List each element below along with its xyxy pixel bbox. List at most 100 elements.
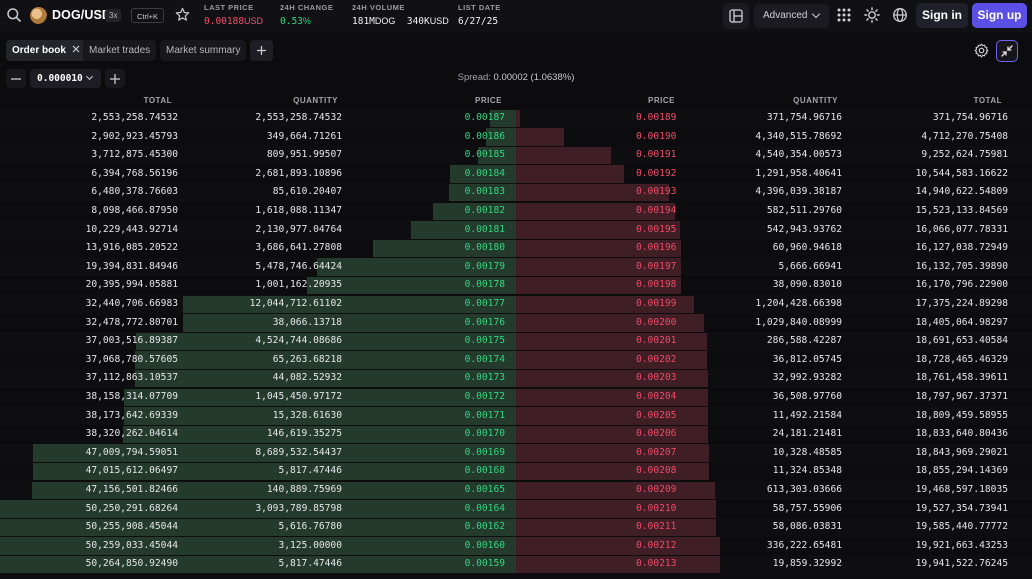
- bid-depth-bar: [489, 109, 516, 128]
- bid-price-cell: 0.00184: [464, 167, 505, 179]
- pair-name[interactable]: DOG/USD: [52, 8, 112, 22]
- settings-icon[interactable]: [974, 43, 989, 58]
- order-book-row[interactable]: 32,478,772.80701 38,066.13718 0.00176 0.002…: [0, 314, 1032, 333]
- close-icon[interactable]: [72, 45, 80, 53]
- ask-quantity-cell: 36,812.05745: [772, 353, 842, 365]
- order-book-row[interactable]: 38,320,262.04614 146,619.35275 0.00170 0.00…: [0, 425, 1032, 444]
- order-book-row[interactable]: 47,015,612.06497 5,817.47446 0.00168 0.0020…: [0, 462, 1032, 481]
- ask-price-cell: 0.00209: [636, 484, 677, 495]
- ask-depth-bar: [516, 407, 709, 425]
- bid-total-cell: 20,395,994.05881: [85, 279, 178, 291]
- bid-price-cell: 0.00174: [464, 353, 505, 365]
- bid-total-cell: 32,440,706.66983: [85, 298, 178, 309]
- bid-total-cell: 47,015,612.06497: [85, 465, 178, 477]
- search-icon[interactable]: [6, 7, 22, 23]
- grid-icon[interactable]: [836, 7, 852, 23]
- star-icon[interactable]: [175, 7, 190, 22]
- order-book-row[interactable]: 20,395,994.05881 1,001,162.20935 0.00178 0.…: [0, 276, 1032, 295]
- bid-total-cell: 50,255,908.45044: [85, 521, 178, 533]
- order-book-row[interactable]: 13,916,085.20522 3,686,641.27808 0.00180 0.…: [0, 239, 1032, 258]
- change-value: 0.53%: [280, 16, 333, 27]
- grouping-select[interactable]: 0.000010: [30, 69, 101, 88]
- bid-price-cell: 0.00185: [464, 149, 505, 161]
- tab-market-summary[interactable]: Market summary: [160, 40, 247, 61]
- bid-depth-bar: [477, 146, 516, 165]
- ask-depth-bar: [516, 128, 565, 146]
- stat-24h-change: 24H CHANGE 0.53%: [280, 3, 333, 27]
- ask-depth-bar: [516, 369, 708, 388]
- layout-button[interactable]: [723, 3, 749, 29]
- order-book-row[interactable]: 47,009,794.59051 8,689,532.54437 0.00169 0.…: [0, 444, 1032, 463]
- bid-price-cell: 0.00165: [464, 484, 505, 495]
- ask-total-cell: 4,712,270.75408: [921, 130, 1008, 142]
- ask-price-cell: 0.00204: [636, 391, 677, 402]
- ask-total-cell: 16,066,077.78331: [915, 223, 1008, 235]
- bid-price-cell: 0.00177: [464, 298, 505, 309]
- ask-quantity-cell: 286,588.42287: [766, 335, 842, 347]
- ask-total-cell: 19,921,663.43253: [915, 539, 1008, 551]
- bid-quantity-cell: 5,478,746.64424: [255, 260, 342, 272]
- tab-market-trades[interactable]: Market trades: [83, 40, 157, 61]
- add-tab-button[interactable]: [250, 40, 273, 61]
- ask-depth-bar: [516, 276, 682, 295]
- sign-up-button[interactable]: Sign up: [972, 3, 1027, 28]
- ask-quantity-cell: 371,754.96716: [766, 112, 842, 123]
- bid-depth-bar: [124, 388, 516, 407]
- ask-depth-bar: [516, 351, 708, 369]
- bid-total-cell: 47,009,794.59051: [85, 446, 178, 458]
- collapse-button[interactable]: [996, 40, 1018, 62]
- increase-grouping-button[interactable]: [105, 69, 125, 88]
- bid-depth-bar: [33, 462, 516, 481]
- order-book-row[interactable]: 47,156,501.82466 140,889.75969 0.00165 0.00…: [0, 481, 1032, 500]
- globe-icon[interactable]: [892, 7, 908, 23]
- bid-price-cell: 0.00171: [464, 409, 505, 421]
- bid-depth-bar: [124, 407, 516, 425]
- order-book-row[interactable]: 6,480,378.76603 85,610.20407 0.00183 0.0019…: [0, 183, 1032, 202]
- ask-price-cell: 0.00190: [636, 130, 677, 142]
- ask-price-cell: 0.00210: [636, 502, 677, 514]
- order-book-row[interactable]: 50,255,908.45044 5,616.76780 0.00162 0.0021…: [0, 518, 1032, 537]
- spread-label: Spread:: [457, 72, 491, 83]
- order-book-row[interactable]: 2,902,923.45793 349,664.71261 0.00186 0.001…: [0, 128, 1032, 147]
- order-book-row[interactable]: 50,264,850.92490 5,817.47446 0.00159 0.0021…: [0, 555, 1032, 574]
- bid-price-cell: 0.00181: [464, 223, 505, 235]
- order-book-row[interactable]: 38,158,314.07709 1,045,450.97172 0.00172 0.…: [0, 388, 1032, 407]
- order-book-row[interactable]: 37,112,863.10537 44,082.52932 0.00173 0.002…: [0, 369, 1032, 388]
- order-book-row[interactable]: 32,440,706.66983 12,044,712.61102 0.00177 0…: [0, 295, 1032, 314]
- ask-quantity-cell: 336,222.65481: [766, 539, 842, 551]
- bid-total-cell: 37,068,780.57605: [85, 353, 178, 365]
- order-book-row[interactable]: 38,173,642.69339 15,328.61630 0.00171 0.002…: [0, 407, 1032, 426]
- ask-total-cell: 15,523,133.84569: [915, 205, 1008, 216]
- bid-quantity-cell: 3,686,641.27808: [255, 242, 342, 254]
- bid-total-cell: 13,916,085.20522: [85, 242, 178, 254]
- sun-icon[interactable]: [864, 7, 880, 23]
- order-book-row[interactable]: 19,394,831.84946 5,478,746.64424 0.00179 0.…: [0, 258, 1032, 277]
- decrease-grouping-button[interactable]: [6, 69, 26, 88]
- ask-quantity-cell: 60,960.94618: [772, 242, 842, 254]
- ask-total-cell: 19,585,440.77772: [915, 521, 1008, 533]
- order-book-row[interactable]: 50,250,291.68264 3,093,789.85798 0.00164 0.…: [0, 500, 1032, 519]
- tab-order-book[interactable]: Order book: [6, 40, 86, 61]
- order-book-row[interactable]: 37,003,516.89387 4,524,744.08686 0.00175 0.…: [0, 332, 1032, 351]
- order-book-row[interactable]: 2,553,258.74532 2,553,258.74532 0.00187 0.0…: [0, 109, 1032, 128]
- order-book-row[interactable]: 3,712,875.45300 809,951.99507 0.00185 0.001…: [0, 146, 1032, 165]
- volume-usd-number: 340K: [406, 16, 430, 27]
- ask-depth-bar: [516, 165, 624, 183]
- bid-quantity-cell: 65,263.68218: [272, 353, 342, 365]
- ask-price-cell: 0.00202: [636, 353, 677, 365]
- order-book-row[interactable]: 6,394,768.56196 2,681,893.10896 0.00184 0.0…: [0, 165, 1032, 184]
- bid-quantity-cell: 1,618,088.11347: [255, 205, 342, 216]
- sign-in-button[interactable]: Sign in: [916, 3, 968, 28]
- bid-price-cell: 0.00175: [464, 335, 505, 347]
- stat-label: 24H VOLUME: [352, 3, 405, 12]
- bid-quantity-cell: 3,093,789.85798: [255, 502, 342, 514]
- order-book-row[interactable]: 10,229,443.92714 2,130,977.04764 0.00181 0.…: [0, 221, 1032, 240]
- advanced-dropdown[interactable]: Advanced: [754, 4, 829, 28]
- ask-price-cell: 0.00189: [636, 112, 677, 123]
- ask-total-cell: 9,252,624.75981: [921, 149, 1008, 161]
- ask-total-cell: 371,754.96716: [932, 112, 1008, 123]
- bid-total-cell: 8,098,466.87950: [91, 205, 178, 216]
- order-book-row[interactable]: 37,068,780.57605 65,263.68218 0.00174 0.002…: [0, 351, 1032, 370]
- order-book-row[interactable]: 8,098,466.87950 1,618,088.11347 0.00182 0.0…: [0, 202, 1032, 221]
- order-book-row[interactable]: 50,259,033.45044 3,125.00000 0.00160 0.0021…: [0, 537, 1032, 556]
